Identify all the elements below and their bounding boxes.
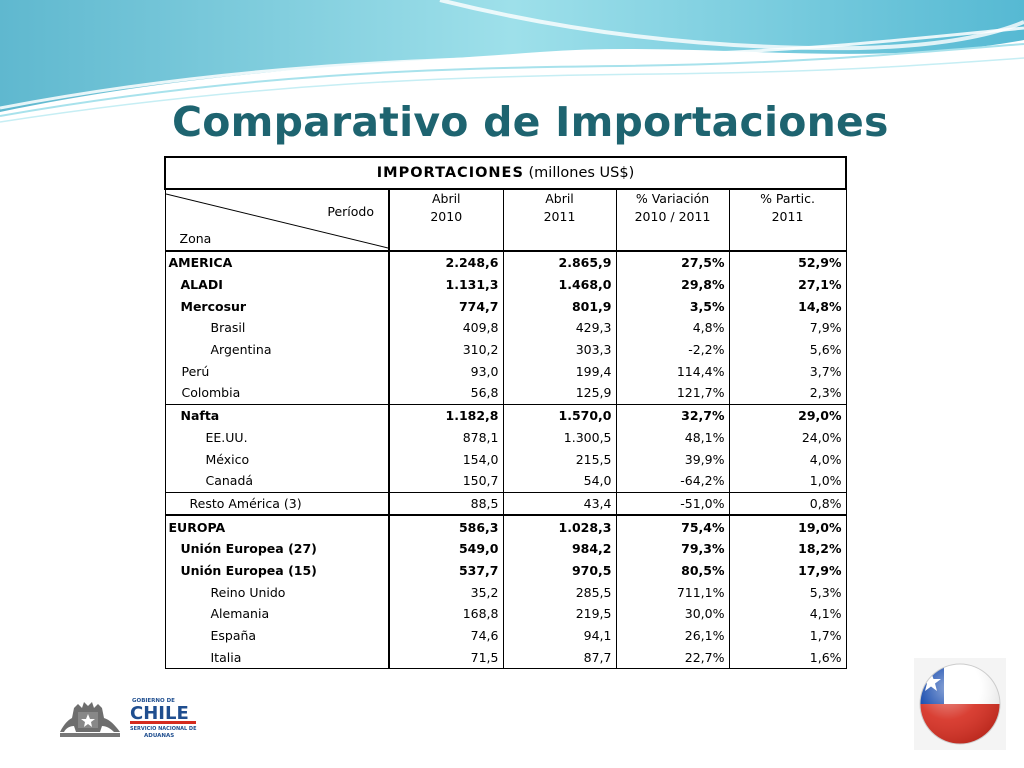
table-row: Alemania 168,8 219,5 30,0% 4,1% [164,603,847,625]
table-row: Nafta 1.182,8 1.570,0 32,7% 29,0% [164,403,847,427]
header-abril-2011: Abril 2011 [502,188,617,252]
diagonal-divider [166,193,387,249]
table-title-units: (millones US$) [523,165,635,181]
logo-line1: GOBIERNO DE [132,698,175,704]
table-row: Perú 93,0 199,4 114,4% 3,7% [164,360,847,383]
table-title: IMPORTACIONES (millones US$) [163,156,848,190]
logo-line2: CHILE [130,703,189,724]
table-row: ALADI 1.131,3 1.468,0 29,8% 27,1% [164,273,847,296]
table-row: Reino Unido 35,2 285,5 711,1% 5,3% [164,581,847,603]
table-row: Canadá 150,7 54,0 -64,2% 1,0% [164,469,847,493]
table-row: Colombia 56,8 125,9 121,7% 2,3% [164,382,847,405]
chile-flag-badge-icon [914,658,1006,750]
table-title-bold: IMPORTACIONES [376,165,524,181]
header-periodo: Período [327,204,374,219]
table-header-row: Período Zona Abril 2010 Abril 2011 % Varia… [164,188,847,252]
table-row: México 154,0 215,5 39,9% 4,0% [164,448,847,470]
imports-table: IMPORTACIONES (millones US$) Período Zon… [163,156,848,670]
table-row: Italia 71,5 87,7 22,7% 1,6% [164,646,847,670]
header-wave-decoration [0,0,1024,123]
header-variacion: % Variación 2010 / 2011 [615,188,730,252]
table-row: AMERICA 2.248,6 2.865,9 27,5% 52,9% [164,251,847,274]
table-row: EE.UU. 878,1 1.300,5 48,1% 24,0% [164,426,847,449]
table-row: Brasil 409,8 429,3 4,8% 7,9% [164,317,847,339]
gobierno-chile-aduanas-logo: GOBIERNO DE CHILE SERVICIO NACIONAL DE A… [60,698,197,739]
logo-line3: SERVICIO NACIONAL DE [130,726,197,732]
header-zona: Zona [179,231,212,246]
table-row: Mercosur 774,7 801,9 3,5% 14,8% [164,295,847,318]
slide-title: Comparativo de Importaciones [172,98,889,146]
table-title-row: IMPORTACIONES (millones US$) [163,156,848,190]
logo-line4: ADUANAS [144,733,174,739]
header-abril-2010: Abril 2010 [388,188,504,252]
coat-of-arms-icon [60,702,120,737]
table-row: Argentina 310,2 303,3 -2,2% 5,6% [164,338,847,361]
header-zona-periodo: Período Zona [164,188,390,252]
header-participacion: % Partic. 2011 [728,188,847,252]
table-row: Unión Europea (27) 549,0 984,2 79,3% 18,… [164,537,847,560]
table-row: Resto América (3) 88,5 43,4 -51,0% 0,8% [164,491,847,516]
table-row: Unión Europea (15) 537,7 970,5 80,5% 17,… [164,559,847,582]
table-row: España 74,6 94,1 26,1% 1,7% [164,624,847,647]
table-row: EUROPA 586,3 1.028,3 75,4% 19,0% [164,514,847,538]
